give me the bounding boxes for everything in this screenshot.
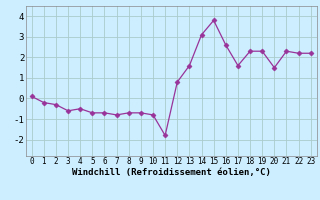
X-axis label: Windchill (Refroidissement éolien,°C): Windchill (Refroidissement éolien,°C) [72,168,271,177]
